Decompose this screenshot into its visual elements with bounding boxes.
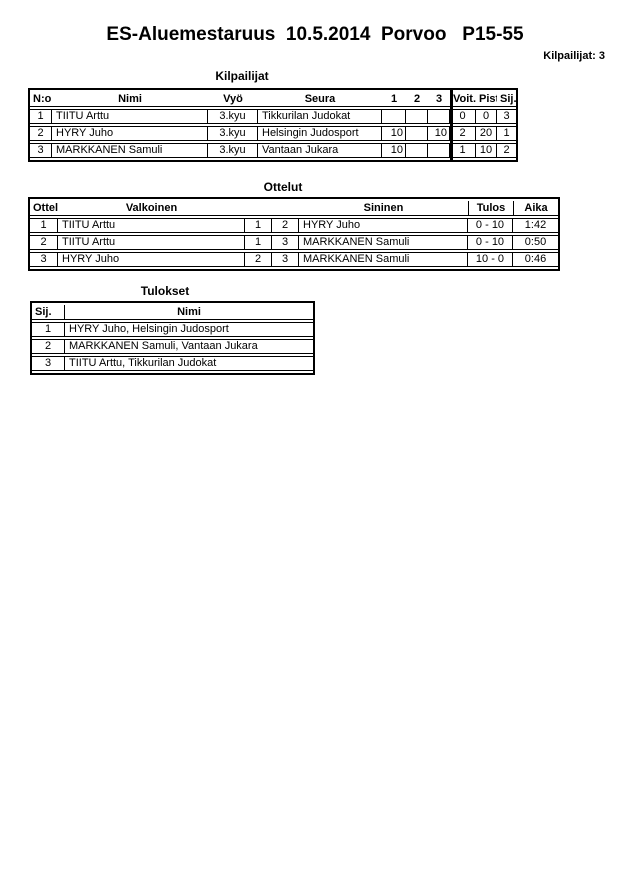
col-header-voit: Voit. xyxy=(450,92,476,107)
cell-blue-no: 3 xyxy=(272,235,299,250)
cell-sij: 1 xyxy=(32,322,65,337)
cell-vyo: 3.kyu xyxy=(208,143,258,158)
cell-nimi: MARKKANEN Samuli xyxy=(52,143,208,158)
cell-nimi: TIITU Arttu, Tikkurilan Judokat xyxy=(65,356,313,371)
page-title: ES-Aluemestaruus 10.5.2014 Porvoo P15-55 xyxy=(106,24,524,45)
cell-pist: 0 xyxy=(476,109,497,124)
col-header-sij: Sij. xyxy=(32,305,65,320)
cell-round2 xyxy=(406,143,428,158)
cell-sininen: MARKKANEN Samuli xyxy=(299,252,468,267)
cell-pist: 10 xyxy=(476,143,497,158)
col-header-ottelu: Ottelu xyxy=(30,201,58,216)
cell-valkoinen: TIITU Arttu xyxy=(58,218,245,233)
cell-nimi: HYRY Juho xyxy=(52,126,208,141)
col-header-vyo: Vyö xyxy=(208,92,258,107)
col-header-tulos: Tulos xyxy=(468,201,513,216)
cell-blue-no: 2 xyxy=(272,218,299,233)
section-heading-ottelut: Ottelut xyxy=(263,180,303,194)
cell-aika: 1:42 xyxy=(513,218,558,233)
col-header-sininen: Sininen xyxy=(299,201,468,216)
cell-white-no: 1 xyxy=(245,235,272,250)
tulokset-table: Sij. Nimi 1 HYRY Juho, Helsingin Judospo… xyxy=(30,301,315,375)
cell-tulos: 0 - 10 xyxy=(468,235,513,250)
col-header-aika: Aika xyxy=(513,201,558,216)
col-header-round2: 2 xyxy=(406,92,428,107)
cell-round1: 10 xyxy=(382,143,406,158)
cell-seura: Tikkurilan Judokat xyxy=(258,109,382,124)
col-header-blue-no xyxy=(272,201,299,216)
col-header-valkoinen: Valkoinen xyxy=(58,201,245,216)
col-header-sij: Sij. xyxy=(497,92,516,107)
cell-round1: 10 xyxy=(382,126,406,141)
ottelut-table: Ottelu Valkoinen Sininen Tulos Aika 1 TI… xyxy=(28,197,560,271)
col-header-seura: Seura xyxy=(258,92,382,107)
cell-ottelu: 3 xyxy=(30,252,58,267)
tulokset-row: 3 TIITU Arttu, Tikkurilan Judokat xyxy=(32,356,313,371)
cell-nimi: HYRY Juho, Helsingin Judosport xyxy=(65,322,313,337)
cell-valkoinen: HYRY Juho xyxy=(58,252,245,267)
kilpailijat-row: 1 TIITU Arttu 3.kyu Tikkurilan Judokat 0… xyxy=(30,109,516,124)
cell-round1 xyxy=(382,109,406,124)
cell-voit: 2 xyxy=(450,126,476,141)
cell-round2 xyxy=(406,126,428,141)
cell-pist: 20 xyxy=(476,126,497,141)
kilpailijat-thick-divider xyxy=(450,88,453,162)
cell-white-no: 2 xyxy=(245,252,272,267)
kilpailijat-row: 3 MARKKANEN Samuli 3.kyu Vantaan Jukara … xyxy=(30,143,516,158)
tulokset-row: 2 MARKKANEN Samuli, Vantaan Jukara xyxy=(32,339,313,354)
ottelut-row: 2 TIITU Arttu 1 3 MARKKANEN Samuli 0 - 1… xyxy=(30,235,558,250)
cell-sij: 2 xyxy=(32,339,65,354)
cell-sininen: HYRY Juho xyxy=(299,218,468,233)
cell-nimi: TIITU Arttu xyxy=(52,109,208,124)
ottelut-row: 1 TIITU Arttu 1 2 HYRY Juho 0 - 10 1:42 xyxy=(30,218,558,233)
cell-aika: 0:46 xyxy=(513,252,558,267)
cell-no: 2 xyxy=(30,126,52,141)
cell-round3 xyxy=(428,109,450,124)
cell-vyo: 3.kyu xyxy=(208,126,258,141)
section-heading-kilpailijat: Kilpailijat xyxy=(215,69,269,83)
col-header-round3: 3 xyxy=(428,92,450,107)
cell-sininen: MARKKANEN Samuli xyxy=(299,235,468,250)
cell-voit: 1 xyxy=(450,143,476,158)
ottelut-row: 3 HYRY Juho 2 3 MARKKANEN Samuli 10 - 0 … xyxy=(30,252,558,267)
cell-tulos: 0 - 10 xyxy=(468,218,513,233)
section-heading-tulokset: Tulokset xyxy=(140,284,190,298)
cell-seura: Helsingin Judosport xyxy=(258,126,382,141)
cell-voit: 0 xyxy=(450,109,476,124)
tulokset-header-row: Sij. Nimi xyxy=(32,305,313,320)
col-header-nimi: Nimi xyxy=(65,305,313,320)
cell-ottelu: 1 xyxy=(30,218,58,233)
kilpailijat-row: 2 HYRY Juho 3.kyu Helsingin Judosport 10… xyxy=(30,126,516,141)
col-header-pist: Pist. xyxy=(476,92,497,107)
cell-white-no: 1 xyxy=(245,218,272,233)
kilpailijat-table: N:o Nimi Vyö Seura 1 2 3 Voit. Pist. Sij… xyxy=(28,88,518,162)
cell-nimi: MARKKANEN Samuli, Vantaan Jukara xyxy=(65,339,313,354)
cell-round3 xyxy=(428,143,450,158)
col-header-round1: 1 xyxy=(382,92,406,107)
cell-round2 xyxy=(406,109,428,124)
cell-no: 3 xyxy=(30,143,52,158)
cell-vyo: 3.kyu xyxy=(208,109,258,124)
cell-ottelu: 2 xyxy=(30,235,58,250)
cell-aika: 0:50 xyxy=(513,235,558,250)
col-header-nimi: Nimi xyxy=(52,92,208,107)
cell-tulos: 10 - 0 xyxy=(468,252,513,267)
tulokset-row: 1 HYRY Juho, Helsingin Judosport xyxy=(32,322,313,337)
cell-sij: 1 xyxy=(497,126,516,141)
cell-sij: 2 xyxy=(497,143,516,158)
col-header-white-no xyxy=(245,201,272,216)
cell-blue-no: 3 xyxy=(272,252,299,267)
cell-round3: 10 xyxy=(428,126,450,141)
ottelut-header-row: Ottelu Valkoinen Sininen Tulos Aika xyxy=(30,201,558,216)
cell-sij: 3 xyxy=(497,109,516,124)
cell-no: 1 xyxy=(30,109,52,124)
cell-sij: 3 xyxy=(32,356,65,371)
cell-valkoinen: TIITU Arttu xyxy=(58,235,245,250)
col-header-no: N:o xyxy=(30,92,52,107)
competitor-count-label: Kilpailijat: 3 xyxy=(543,50,605,62)
kilpailijat-header-row: N:o Nimi Vyö Seura 1 2 3 Voit. Pist. Sij… xyxy=(30,92,516,107)
cell-seura: Vantaan Jukara xyxy=(258,143,382,158)
